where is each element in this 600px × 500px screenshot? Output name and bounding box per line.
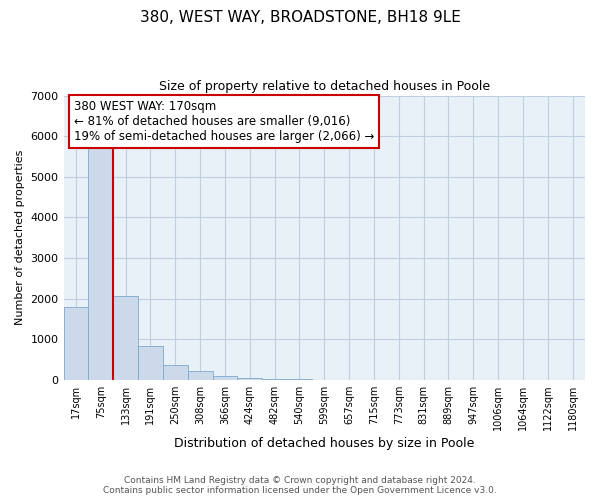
Y-axis label: Number of detached properties: Number of detached properties xyxy=(15,150,25,326)
Text: 380 WEST WAY: 170sqm
← 81% of detached houses are smaller (9,016)
19% of semi-de: 380 WEST WAY: 170sqm ← 81% of detached h… xyxy=(74,100,374,143)
Bar xyxy=(138,346,163,380)
Bar xyxy=(163,364,188,380)
Bar xyxy=(212,376,238,380)
Text: 380, WEST WAY, BROADSTONE, BH18 9LE: 380, WEST WAY, BROADSTONE, BH18 9LE xyxy=(140,10,460,25)
Text: Contains HM Land Registry data © Crown copyright and database right 2024.
Contai: Contains HM Land Registry data © Crown c… xyxy=(103,476,497,495)
Title: Size of property relative to detached houses in Poole: Size of property relative to detached ho… xyxy=(159,80,490,93)
Bar xyxy=(262,379,287,380)
Bar xyxy=(88,146,113,380)
Bar xyxy=(238,378,262,380)
X-axis label: Distribution of detached houses by size in Poole: Distribution of detached houses by size … xyxy=(174,437,475,450)
Bar xyxy=(113,296,138,380)
Bar xyxy=(188,371,212,380)
Bar xyxy=(64,308,88,380)
